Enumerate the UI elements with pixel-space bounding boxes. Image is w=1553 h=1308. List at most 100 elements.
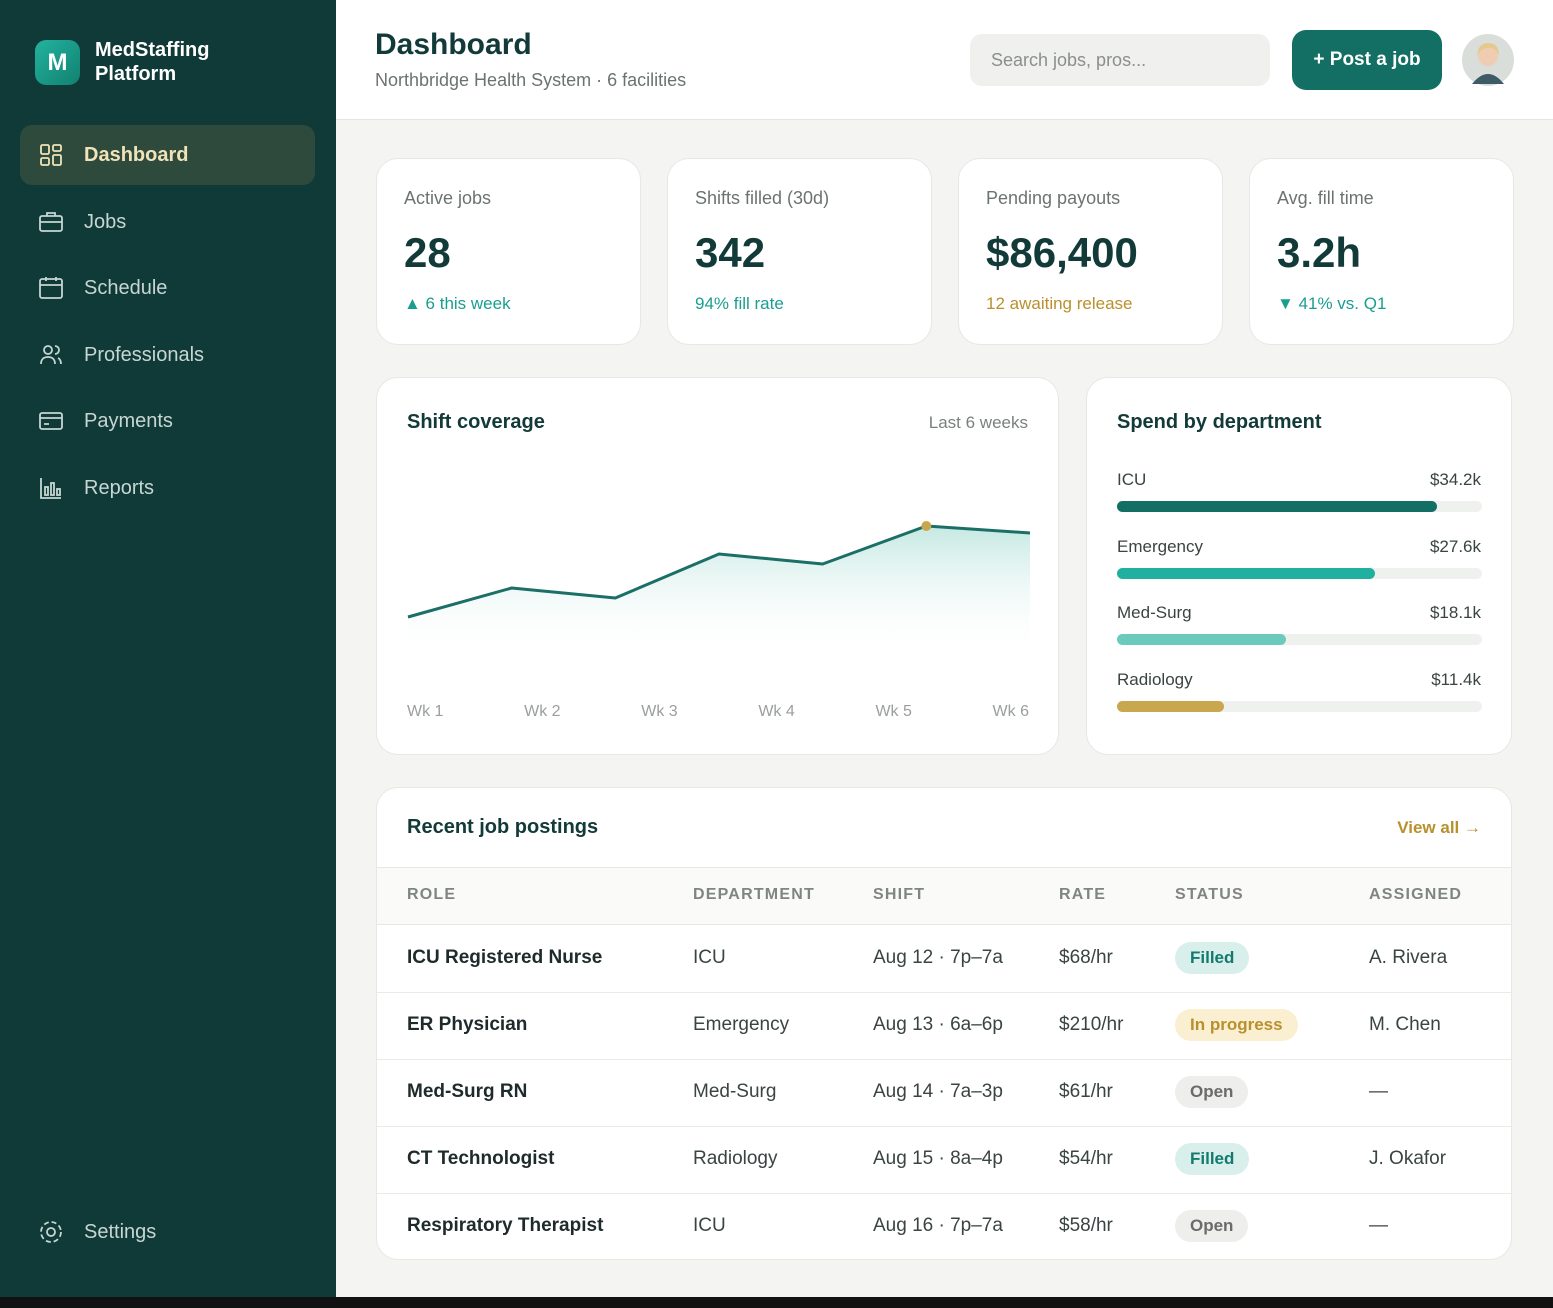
bar-value: $34.2k xyxy=(1429,470,1481,489)
status-cell: Open xyxy=(1175,1210,1249,1242)
nav-item[interactable]: Schedule xyxy=(20,258,315,318)
x-tick-label: Wk 6 xyxy=(992,703,1029,720)
bar xyxy=(1117,567,1376,579)
nav-label: Professionals xyxy=(84,343,205,366)
cell-department: Radiology xyxy=(693,1148,778,1169)
column-header: ROLE xyxy=(407,886,457,903)
icon xyxy=(40,345,62,365)
bar-value: $27.6k xyxy=(1429,536,1481,556)
bar-value: $18.1k xyxy=(1429,603,1481,622)
nav-label: Payments xyxy=(84,409,173,432)
kpi-card: Pending payouts $86,400 12 awaiting releas… xyxy=(958,158,1223,345)
search[interactable]: Search jobs, pros... xyxy=(970,34,1270,86)
kpi-card: Active jobs 28 ▲ 6 this week xyxy=(376,158,641,345)
kpi-label: Active jobs xyxy=(404,188,492,208)
bar xyxy=(1117,501,1438,512)
kpi-label: Avg. fill time xyxy=(1277,188,1374,208)
column-header: STATUS xyxy=(1175,886,1244,903)
icon xyxy=(39,277,63,299)
status-cell: Filled xyxy=(1175,942,1250,974)
nav-item[interactable]: Dashboard xyxy=(20,125,315,185)
x-tick-label: Wk 2 xyxy=(524,703,561,720)
icon xyxy=(40,144,62,166)
row-divider xyxy=(377,1059,1511,1060)
kpi-value: 342 xyxy=(695,229,766,276)
nav-item[interactable]: Reports xyxy=(20,458,315,518)
bar-label: ICU xyxy=(1117,470,1147,489)
line-chart xyxy=(407,521,1031,658)
highlight-dot xyxy=(921,521,932,531)
nav-item[interactable]: Professionals xyxy=(20,325,315,385)
nav-label: Settings xyxy=(84,1220,157,1243)
cell-assigned: — xyxy=(1369,1215,1388,1236)
sidebar: M MedStaffing Platform Dashboard Jobs Sche… xyxy=(0,0,336,1297)
status-cell: In progress xyxy=(1175,1009,1298,1041)
x-tick-label: Wk 1 xyxy=(407,703,444,720)
nav-item[interactable]: Payments xyxy=(20,391,315,451)
cell-rate: $61/hr xyxy=(1059,1081,1113,1102)
kpi-value: 3.2h xyxy=(1277,229,1362,276)
column-header: RATE xyxy=(1059,886,1107,903)
column-header: ASSIGNED xyxy=(1369,886,1463,903)
kpi-label: Pending payouts xyxy=(986,188,1121,208)
bar-track xyxy=(1117,700,1482,712)
nav-label: Dashboard xyxy=(84,143,189,166)
row-divider xyxy=(377,1126,1511,1127)
cell-role: Med-Surg RN xyxy=(407,1081,528,1102)
status-cell: Filled xyxy=(1175,1143,1250,1175)
kpi-note: 94% fill rate xyxy=(695,294,784,313)
spend-card: Spend by department ICU $34.2k Emergency $2… xyxy=(1086,377,1512,755)
kpi-value: $86,400 xyxy=(986,229,1138,276)
logo: M xyxy=(35,40,80,85)
icon xyxy=(39,212,63,232)
x-axis: Wk 1 Wk 2 Wk 3 Wk 4 Wk 5 Wk 6 xyxy=(407,703,1029,721)
row-divider xyxy=(377,992,1511,993)
post-button[interactable]: + Post a job xyxy=(1292,30,1442,90)
bar-label: Emergency xyxy=(1117,536,1203,556)
brand-line: Platform xyxy=(95,63,177,85)
row-divider xyxy=(377,1193,1511,1194)
avatar[interactable] xyxy=(1462,34,1514,86)
x-tick-label: Wk 4 xyxy=(758,703,795,720)
icon xyxy=(39,412,63,430)
bar xyxy=(1117,634,1287,645)
cell-role: CT Technologist xyxy=(407,1148,555,1169)
cell-shift: Aug 14 · 7a–3p xyxy=(873,1081,1003,1102)
bar-label: Radiology xyxy=(1117,669,1193,689)
cell-rate: $210/hr xyxy=(1059,1014,1124,1035)
area xyxy=(408,526,1030,658)
cell-shift: Aug 16 · 7p–7a xyxy=(873,1215,1003,1236)
column-header: DEPARTMENT xyxy=(693,886,815,903)
bar-label: Med-Surg xyxy=(1117,603,1192,622)
column-header: SHIFT xyxy=(873,886,926,903)
page-title: Dashboard xyxy=(375,28,532,61)
cell-role: Respiratory Therapist xyxy=(407,1215,604,1236)
status-cell: Open xyxy=(1175,1076,1249,1108)
kpi-note: 12 awaiting release xyxy=(986,294,1133,313)
cell-role: ICU Registered Nurse xyxy=(407,947,603,968)
header: Dashboard Northbridge Health System · 6 … xyxy=(336,0,1553,120)
nav-settings[interactable]: Settings xyxy=(20,1202,315,1262)
cell-rate: $68/hr xyxy=(1059,947,1113,968)
cell-shift: Aug 15 · 8a–4p xyxy=(873,1148,1003,1169)
nav-label: Schedule xyxy=(84,276,168,299)
icon xyxy=(40,478,61,499)
bottom-bar xyxy=(0,1297,1553,1308)
cell-department: ICU xyxy=(693,1215,726,1236)
card-title: Recent job postings xyxy=(407,816,599,838)
cell-department: Med-Surg xyxy=(693,1081,777,1102)
cell-assigned: — xyxy=(1369,1081,1388,1102)
card-title: Shift coverage xyxy=(407,411,545,433)
nav-label: Jobs xyxy=(84,210,127,233)
kpi-card: Shifts filled (30d) 342 94% fill rate xyxy=(667,158,932,345)
page-subtitle: Northbridge Health System · 6 facilities xyxy=(375,70,687,90)
cell-shift: Aug 13 · 6a–6p xyxy=(873,1014,1003,1035)
bar-value: $11.4k xyxy=(1431,669,1481,689)
kpi-value: 28 xyxy=(404,229,451,276)
view-all[interactable]: View all → xyxy=(1397,818,1481,837)
status-pill: Filled xyxy=(1175,1143,1250,1175)
cell-assigned: M. Chen xyxy=(1369,1014,1441,1035)
status-pill: In progress xyxy=(1175,1009,1298,1041)
nav-item[interactable]: Jobs xyxy=(20,192,315,252)
